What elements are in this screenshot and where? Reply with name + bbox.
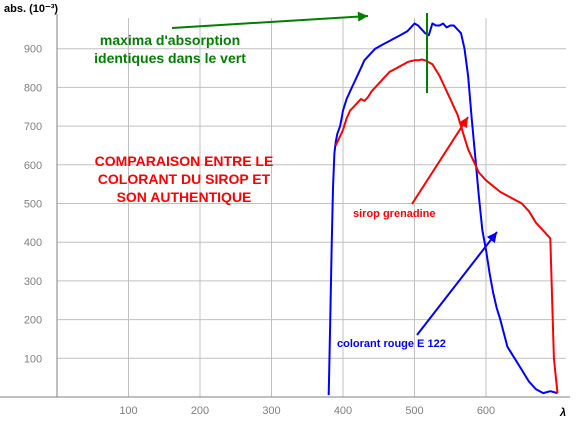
series-line-sirop-grenadine bbox=[334, 58, 559, 394]
series-layer bbox=[327, 22, 559, 396]
comparaison-annotation: SON AUTHENTIQUE bbox=[117, 189, 252, 205]
y-tick-label: 200 bbox=[24, 315, 42, 327]
sirop-arrow-shaft bbox=[411, 116, 469, 205]
annotations: maxima d'absorption identiques dans le ve… bbox=[94, 11, 498, 350]
y-tick-label: 900 bbox=[24, 44, 42, 56]
colorant-arrow-shaft bbox=[416, 231, 498, 336]
y-axis-title: abs. (10⁻³) bbox=[4, 3, 58, 15]
x-tick-label: 200 bbox=[191, 405, 209, 417]
x-tick-label: 600 bbox=[477, 405, 495, 417]
comparaison-annotation: COLORANT DU SIROP ET bbox=[98, 171, 271, 187]
x-tick-label: 400 bbox=[334, 405, 352, 417]
y-tick-label: 400 bbox=[24, 237, 42, 249]
sirop-arrow-head bbox=[458, 117, 468, 129]
y-tick-label: 300 bbox=[24, 276, 42, 288]
colorant-annotation: colorant rouge E 122 bbox=[337, 338, 446, 350]
y-tick-label: 100 bbox=[24, 353, 42, 365]
comparaison-annotation: COMPARAISON ENTRE LE bbox=[95, 153, 274, 169]
y-tick-label: 500 bbox=[24, 199, 42, 211]
maxima-arrow-shaft bbox=[171, 15, 369, 29]
series-line-colorant-e122 bbox=[327, 22, 558, 396]
y-tick-label: 800 bbox=[24, 82, 42, 94]
y-tick-label: 600 bbox=[24, 160, 42, 172]
grid bbox=[57, 18, 566, 397]
colorant-arrow-head bbox=[486, 232, 497, 243]
maxima-arrow-head bbox=[357, 11, 368, 22]
maxima-annotation: maxima d'absorption bbox=[100, 32, 240, 48]
x-tick-label: 500 bbox=[405, 405, 423, 417]
axes: 100 200 300 400 500 600 100 200 300 400 500 600 700 8… bbox=[0, 3, 570, 419]
x-axis-title: λ bbox=[559, 407, 566, 419]
sirop-annotation: sirop grenadine bbox=[353, 208, 436, 220]
maxima-annotation: identiques dans le vert bbox=[94, 50, 246, 66]
y-tick-label: 700 bbox=[24, 121, 42, 133]
x-tick-label: 300 bbox=[262, 405, 280, 417]
x-tick-label: 100 bbox=[119, 405, 137, 417]
